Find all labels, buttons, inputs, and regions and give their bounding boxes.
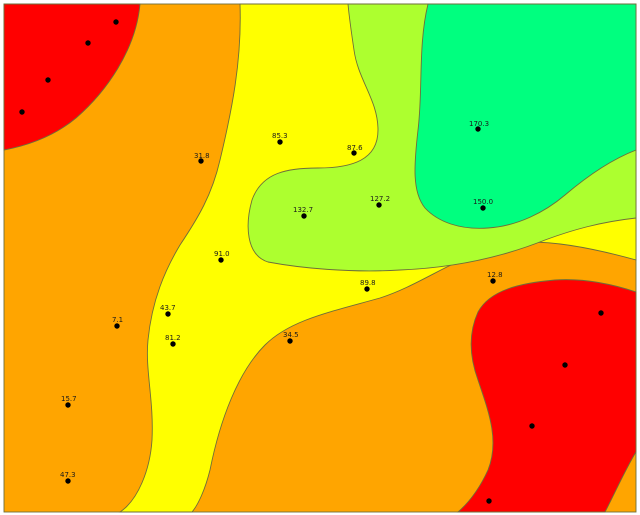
sample-point: 34.5 — [283, 331, 299, 344]
sample-point-marker — [277, 139, 283, 145]
sample-point — [562, 362, 568, 368]
sample-point-label: 81.2 — [165, 334, 181, 342]
sample-point-marker — [198, 158, 204, 164]
sample-point: 81.2 — [165, 334, 181, 347]
sample-point-label: 89.8 — [360, 279, 376, 287]
sample-point — [85, 40, 91, 46]
sample-point: 15.7 — [61, 395, 77, 408]
sample-point-marker — [165, 311, 171, 317]
sample-point-label: 15.7 — [61, 395, 77, 403]
sample-point: 12.8 — [487, 271, 503, 284]
zone-lowest-southeast — [456, 279, 637, 513]
sample-point-label: 170.3 — [469, 120, 489, 128]
sample-point: 31.8 — [194, 152, 210, 164]
sample-point: 132.7 — [293, 206, 313, 219]
sample-point-marker — [65, 478, 71, 484]
sample-points: 31.8 85.3 87.6 132.7 127.2 170.3 150.0 — [19, 19, 604, 504]
sample-point-label: 7.1 — [112, 316, 123, 324]
sample-point: 85.3 — [272, 132, 288, 145]
sample-point-marker — [170, 341, 176, 347]
sample-point: 87.6 — [347, 144, 363, 156]
sample-point-label: 132.7 — [293, 206, 313, 214]
sample-point-marker — [287, 338, 293, 344]
sample-point-marker — [65, 402, 71, 408]
sample-point-marker — [301, 213, 307, 219]
sample-point-label: 85.3 — [272, 132, 288, 140]
sample-point-label: 34.5 — [283, 331, 299, 339]
sample-point — [45, 77, 51, 83]
zone-highest — [414, 3, 637, 229]
sample-point — [113, 19, 119, 25]
sample-point: 89.8 — [360, 279, 376, 292]
sample-point-marker — [85, 40, 91, 46]
sample-point: 7.1 — [112, 316, 123, 329]
sample-point: 91.0 — [214, 250, 230, 263]
sample-point-marker — [113, 19, 119, 25]
sample-point — [19, 109, 25, 115]
sample-point-label: 150.0 — [473, 198, 493, 206]
sample-point-marker — [475, 126, 481, 132]
sample-point — [529, 423, 535, 429]
sample-point-marker — [562, 362, 568, 368]
sample-point — [486, 498, 492, 504]
sample-point-marker — [45, 77, 51, 83]
sample-point-label: 87.6 — [347, 144, 363, 152]
sample-point-label: 47.3 — [60, 471, 76, 479]
sample-point-marker — [529, 423, 535, 429]
sample-point-marker — [480, 205, 486, 211]
sample-point-marker — [376, 202, 382, 208]
sample-point-label: 91.0 — [214, 250, 230, 258]
sample-point-label: 43.7 — [160, 304, 176, 312]
sample-point-marker — [486, 498, 492, 504]
sample-point-label: 31.8 — [194, 152, 210, 160]
sample-point: 127.2 — [370, 195, 390, 208]
sample-point: 47.3 — [60, 471, 76, 484]
sample-point — [598, 310, 604, 316]
sample-point: 150.0 — [473, 198, 493, 211]
sample-point-marker — [364, 286, 370, 292]
sample-point-marker — [598, 310, 604, 316]
sample-point-marker — [218, 257, 224, 263]
zone-lowest-northwest — [3, 3, 141, 151]
sample-point-label: 12.8 — [487, 271, 503, 279]
sample-point: 43.7 — [160, 304, 176, 317]
sample-point-marker — [351, 150, 357, 156]
sample-point-label: 127.2 — [370, 195, 390, 203]
sample-point: 170.3 — [469, 120, 489, 132]
sample-point-marker — [490, 278, 496, 284]
sample-point-marker — [114, 323, 120, 329]
sample-point-marker — [19, 109, 25, 115]
